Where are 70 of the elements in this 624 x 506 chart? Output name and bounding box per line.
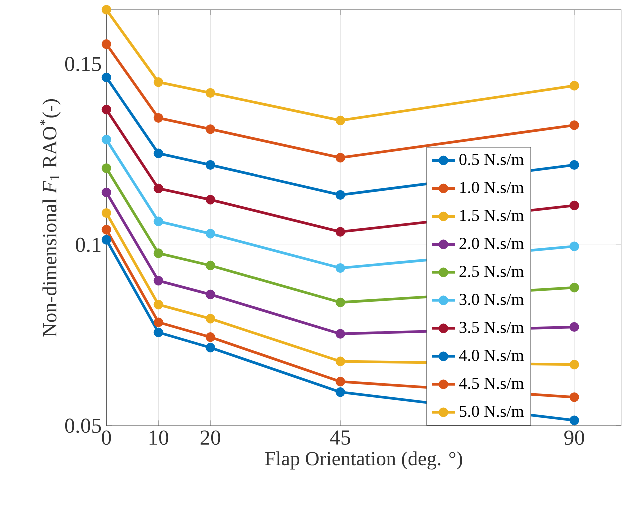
point: [206, 332, 216, 342]
x-tick-label: 0: [102, 430, 112, 446]
point: [206, 229, 216, 239]
legend-label: 1.5 N.s/m: [460, 210, 524, 222]
point: [102, 5, 112, 15]
x-tick-label: 10: [150, 430, 169, 446]
point: [206, 88, 216, 98]
legend-label: 3.5 N.s/m: [460, 322, 524, 334]
point: [154, 318, 164, 328]
point: [570, 120, 580, 130]
point: [570, 160, 580, 170]
point: [154, 328, 164, 338]
point: [336, 298, 346, 308]
point: [206, 343, 216, 353]
legend-label: 1.0 N.s/m: [460, 182, 524, 194]
point: [336, 190, 346, 200]
point: [570, 416, 580, 426]
point: [336, 356, 346, 366]
point: [102, 40, 112, 50]
x-tick-label: 90: [564, 430, 584, 446]
point: [154, 216, 164, 226]
point: [336, 153, 346, 163]
legend-label: 2.5 N.s/m: [460, 266, 524, 278]
point: [154, 184, 164, 194]
legend-label: 4.0 N.s/m: [459, 350, 524, 362]
point: [570, 200, 580, 210]
point: [154, 148, 164, 158]
point: [206, 160, 216, 170]
point: [570, 242, 580, 252]
point: [570, 81, 580, 91]
y-tick-label: 0.05: [65, 418, 102, 434]
point: [206, 314, 216, 324]
point: [206, 195, 216, 205]
point: [102, 164, 112, 174]
point: [570, 283, 580, 293]
legend-label: 5.0 N.s/m: [460, 406, 524, 418]
point: [570, 392, 580, 402]
y-axis-title: Non-dimensional F$_{1}$ RAO$^{*}$(-): [40, 99, 61, 337]
legend-label: 3.0 N.s/m: [460, 294, 524, 306]
point: [570, 360, 580, 370]
point: [154, 300, 164, 310]
point: [336, 263, 346, 274]
y-tick-label: 0.1: [76, 238, 101, 252]
point: [102, 235, 112, 245]
point: [206, 260, 216, 271]
legend-label: 2.0 N.s/m: [460, 238, 524, 250]
x-tick-label: 45: [330, 430, 350, 445]
point: [206, 290, 216, 300]
x-axis-title: Flap Orientation (deg. °): [265, 452, 462, 470]
point: [102, 208, 112, 218]
point: [154, 113, 164, 123]
point: [336, 116, 346, 126]
legend-label: 0.5 N.s/m: [460, 154, 524, 166]
x-tick-label: 20: [200, 430, 220, 446]
y-tick-label: 0.15: [65, 57, 102, 72]
point: [570, 322, 580, 332]
point: [336, 227, 346, 237]
legend-label: 4.5 N.s/m: [459, 378, 524, 390]
point: [154, 276, 164, 286]
point: [102, 105, 112, 115]
point: [102, 72, 112, 82]
point: [102, 225, 112, 235]
point: [336, 377, 346, 387]
point: [336, 329, 346, 339]
point: [102, 188, 112, 198]
point: [206, 124, 216, 134]
point: [154, 78, 164, 88]
point: [102, 135, 112, 145]
point: [154, 248, 164, 258]
point: [336, 388, 346, 398]
